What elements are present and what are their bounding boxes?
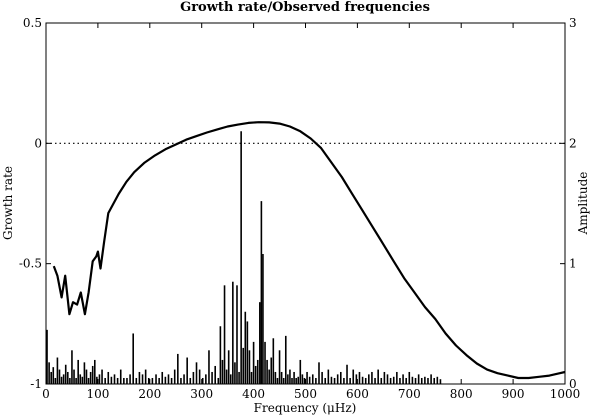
y-tick-label: 0.5: [23, 16, 42, 30]
x-tick-label: 100: [86, 387, 109, 401]
y-axis-label: Growth rate: [1, 166, 15, 240]
y-tick-label: 0: [34, 136, 42, 150]
x-tick-label: 900: [502, 387, 525, 401]
x-tick-label: 800: [450, 387, 473, 401]
x-axis-label: Frequency (μHz): [254, 401, 357, 415]
y-tick-label: -0.5: [19, 257, 42, 271]
x-tick-label: 200: [138, 387, 161, 401]
x-tick-label: 600: [346, 387, 369, 401]
y-tick-label: -1: [30, 377, 42, 391]
y2-tick-label: 3: [569, 16, 577, 30]
y2-tick-label: 1: [569, 257, 577, 271]
x-tick-label: 300: [190, 387, 213, 401]
x-tick-label: 1000: [550, 387, 581, 401]
plot-frame: [45, 22, 566, 385]
x-tick-label: 400: [242, 387, 265, 401]
y2-tick-label: 2: [569, 136, 577, 150]
growth-rate-line: [52, 121, 566, 380]
y2-axis-label: Amplitude: [576, 172, 590, 236]
y2-tick-label: 0: [569, 377, 577, 391]
plot-area: 0 100 200 300 400 500 600 700 800 900 1000 -1 -0.5 0 0…: [19, 16, 580, 401]
x-tick-label: 500: [294, 387, 317, 401]
x-tick-label: 0: [42, 387, 50, 401]
x-tick-label: 700: [398, 387, 421, 401]
chart-title: Growth rate/Observed frequencies: [180, 0, 430, 15]
